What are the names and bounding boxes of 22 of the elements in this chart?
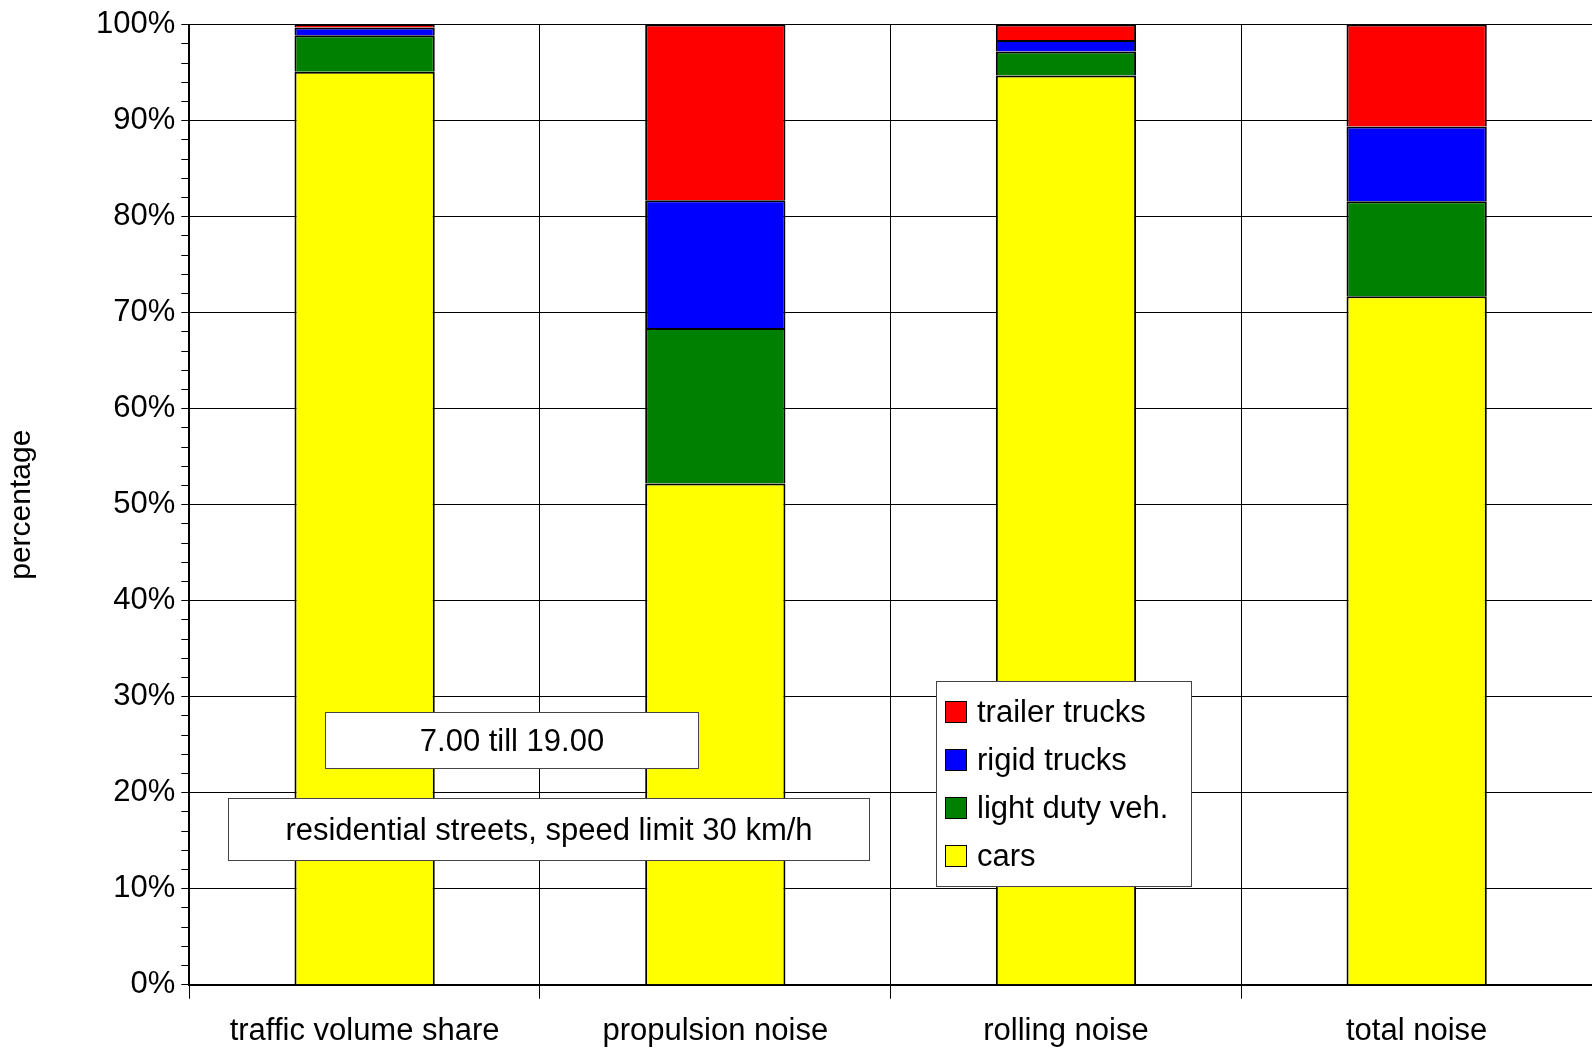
x-tick-label: traffic volume share xyxy=(229,1011,500,1047)
y-tick-label: 50% xyxy=(113,485,176,521)
y-tick-label: 10% xyxy=(113,869,176,905)
y-tick-label: 40% xyxy=(113,581,176,617)
x-tick-label: rolling noise xyxy=(983,1011,1149,1047)
y-tick-label: 90% xyxy=(113,101,176,137)
y-tick-label: 20% xyxy=(113,773,176,809)
x-tick-label: total noise xyxy=(1346,1011,1488,1047)
note-box: 7.00 till 19.00 xyxy=(325,712,699,769)
y-axis-title: percentage xyxy=(3,429,37,580)
y-tick-label: 30% xyxy=(113,677,176,713)
note-box: residential streets, speed limit 30 km/h xyxy=(228,798,870,861)
y-tick-label: 80% xyxy=(113,197,176,233)
legend-label: light duty veh. xyxy=(977,790,1169,826)
legend-label: trailer trucks xyxy=(977,694,1146,730)
legend-label: cars xyxy=(977,838,1036,874)
y-tick-label: 0% xyxy=(130,965,176,1001)
x-tick-label: propulsion noise xyxy=(602,1011,829,1047)
y-tick-label: 60% xyxy=(113,389,176,425)
y-tick-label: 70% xyxy=(113,293,176,329)
legend-label: rigid trucks xyxy=(977,742,1127,778)
y-tick-label: 100% xyxy=(95,5,176,41)
